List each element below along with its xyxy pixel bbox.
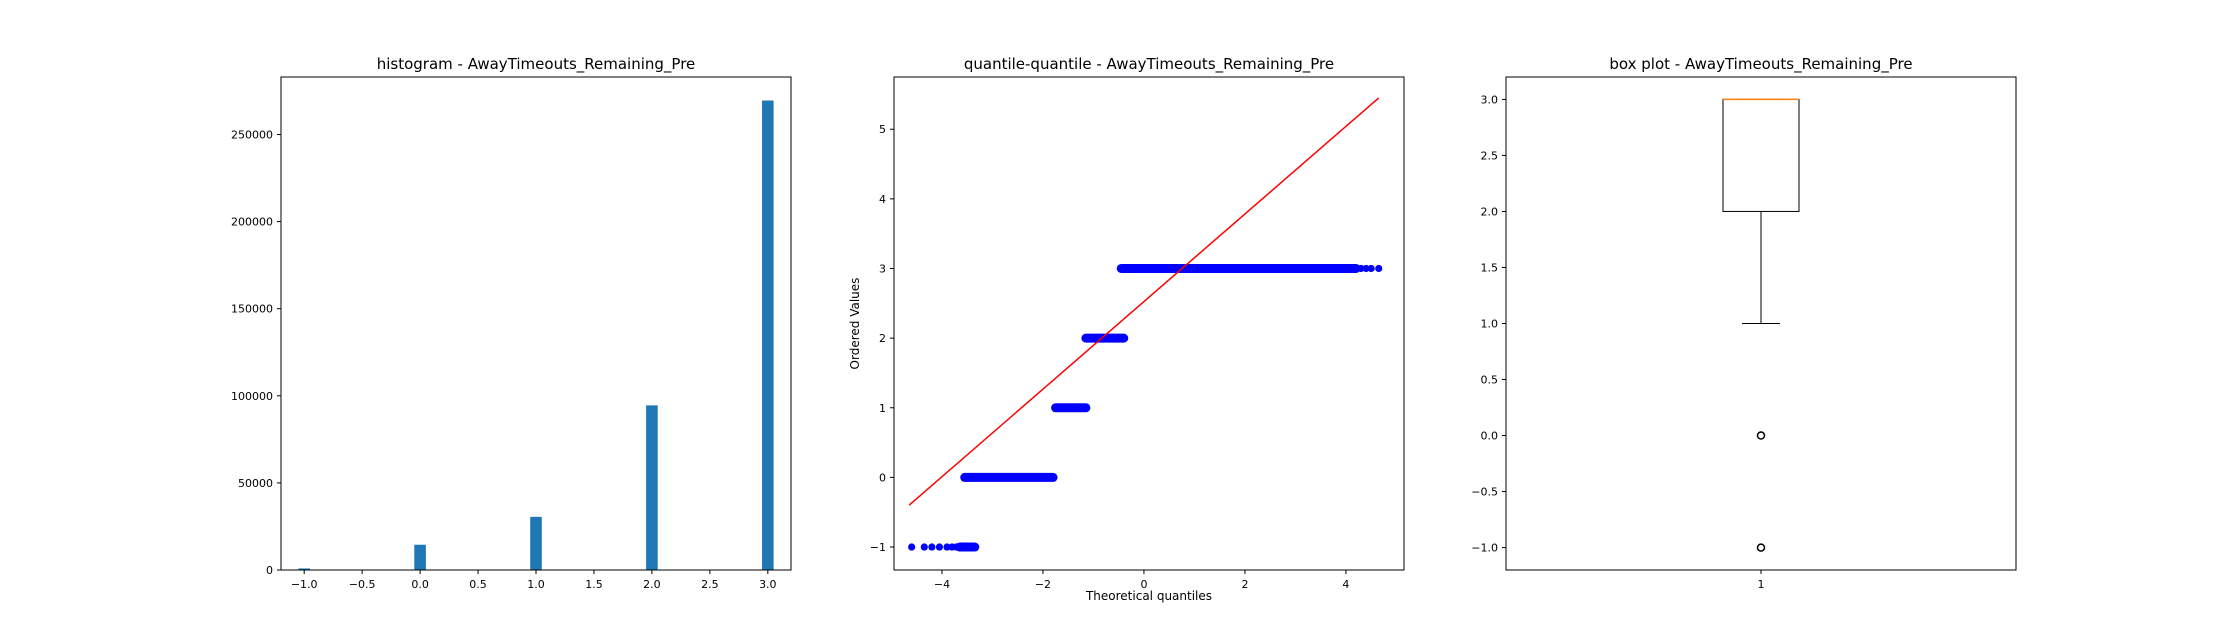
box-y-tick-label: 0.5 [1481, 374, 1499, 387]
histogram-bar [762, 100, 774, 570]
histogram-y-tick-label: 50000 [238, 477, 273, 490]
qq-axes-frame [893, 76, 1405, 571]
qq-point [1367, 264, 1375, 273]
histogram-bar [646, 405, 658, 570]
histogram-panel: histogram - AwayTimeouts_Remaining_Pre −… [231, 55, 792, 591]
qq-y-tick-label: 1 [879, 402, 886, 415]
qq-point [928, 543, 936, 551]
qq-x-tick-label: 2 [1241, 578, 1248, 591]
histogram-y-tick-label: 100000 [231, 390, 273, 403]
histogram-x-tick-label: 2.0 [643, 578, 661, 591]
qq-plot-title: quantile-quantile - AwayTimeouts_Remaini… [964, 55, 1334, 74]
histogram-bar [530, 516, 542, 570]
box-x-tick-label: 1 [1758, 578, 1765, 591]
qq-x-tick-label: −4 [934, 578, 950, 591]
histogram-x-tick-label: 3.0 [759, 578, 777, 591]
qq-x-tick-label: −2 [1035, 578, 1051, 591]
qq-y-tick-label: 5 [879, 123, 886, 136]
box-y-tick-label: −1.0 [1471, 542, 1498, 555]
qq-point [1375, 264, 1383, 273]
histogram-bar [414, 544, 426, 570]
box-y-tick-label: 1.5 [1481, 261, 1499, 274]
qq-y-tick-label: 2 [879, 332, 886, 345]
qq-y-tick-label: 3 [879, 262, 886, 275]
histogram-y-tick-label: 200000 [231, 216, 273, 229]
histogram-x-tick-label: −0.5 [349, 578, 376, 591]
qq-x-tick-label: 0 [1140, 578, 1147, 591]
histogram-y-tick-label: 0 [266, 564, 273, 577]
qq-x-axis-label: Theoretical quantiles [1085, 589, 1212, 603]
box-plot-panel: box plot - AwayTimeouts_Remaining_Pre 1 −… [1471, 55, 2017, 591]
histogram-axes-frame [280, 76, 792, 571]
box-iqr [1722, 98, 1800, 212]
qq-reference-line [908, 97, 1380, 506]
histogram-y-tick-label: 250000 [231, 128, 273, 141]
box-y-tick-label: 3.0 [1481, 93, 1499, 106]
qq-y-axis-label: Ordered Values [848, 278, 862, 370]
qq-point [908, 543, 916, 551]
qq-point [935, 543, 944, 551]
qq-plot-panel: quantile-quantile - AwayTimeouts_Remaini… [848, 55, 1405, 603]
qq-point [920, 543, 928, 551]
histogram-bar [298, 568, 310, 570]
box-flier [1756, 431, 1766, 440]
histogram-x-tick-label: −1.0 [291, 578, 318, 591]
qq-point [1362, 264, 1370, 273]
histogram-y-tick-label: 150000 [231, 303, 273, 316]
histogram-x-tick-label: 1.0 [527, 578, 545, 591]
qq-point [943, 543, 951, 551]
qq-y-tick-label: −1 [870, 541, 886, 554]
histogram-x-tick-label: 0.5 [469, 578, 487, 591]
box-y-tick-label: 1.0 [1481, 318, 1499, 331]
qq-point [952, 543, 960, 551]
box-y-tick-label: −0.5 [1471, 486, 1498, 499]
box-y-tick-label: 2.5 [1481, 149, 1499, 162]
histogram-x-tick-label: 0.0 [411, 578, 429, 591]
histogram-x-tick-label: 2.5 [701, 578, 719, 591]
box-flier [1756, 543, 1766, 552]
box-plot-title: box plot - AwayTimeouts_Remaining_Pre [1609, 55, 1912, 74]
histogram-title: histogram - AwayTimeouts_Remaining_Pre [377, 55, 696, 74]
box-y-tick-label: 2.0 [1481, 205, 1499, 218]
box-y-tick-label: 0.0 [1481, 430, 1499, 443]
qq-x-tick-label: 4 [1342, 578, 1349, 591]
qq-y-tick-label: 4 [879, 193, 886, 206]
qq-point [1357, 264, 1365, 273]
qq-y-tick-label: 0 [879, 471, 886, 484]
histogram-x-tick-label: 1.5 [585, 578, 603, 591]
